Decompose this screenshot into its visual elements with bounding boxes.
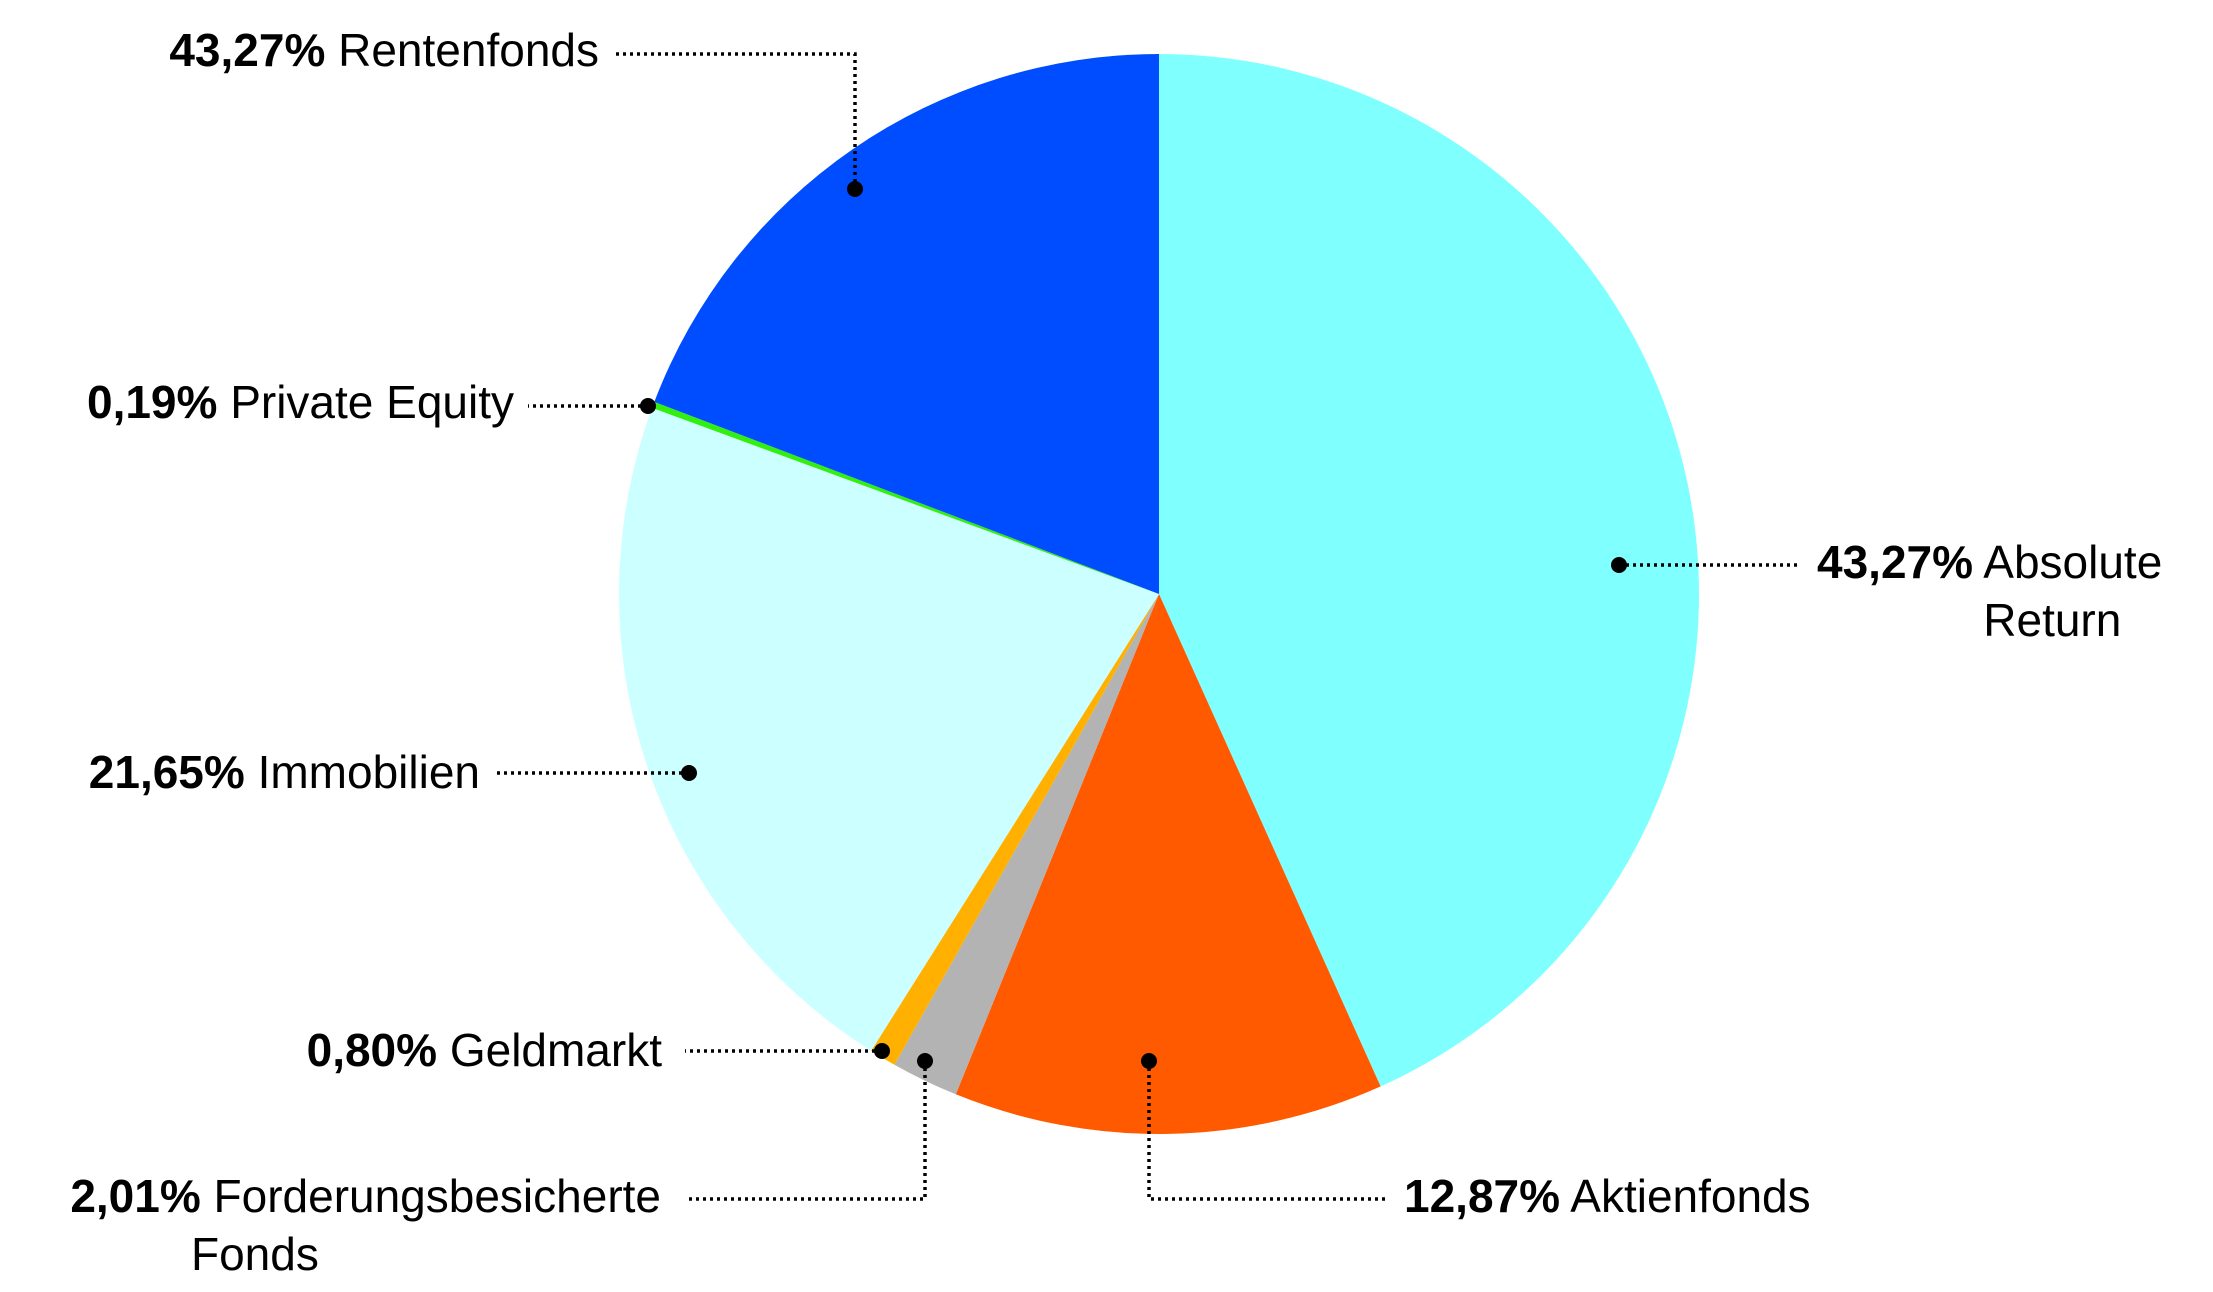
data-label: 0,19% Private Equity: [87, 376, 514, 428]
leader-dot: [1611, 557, 1627, 573]
pie-slice-rentenfonds: [654, 54, 1159, 594]
label-name-line2: Fonds: [191, 1228, 319, 1280]
label-name: Rentenfonds: [325, 24, 599, 76]
pie-slice-immobilien: [619, 407, 1159, 1051]
label-name: Forderungsbesicherte: [201, 1170, 661, 1222]
label-percent: 0,80%: [307, 1024, 437, 1076]
label-percent: 43,27%: [1817, 536, 1973, 588]
label-name-line2: Return: [1983, 594, 2121, 646]
label-aktienfonds: 12,87% Aktienfonds: [1141, 1053, 1811, 1222]
leader-dot: [874, 1043, 890, 1059]
label-rentenfonds: 43,27% Rentenfonds: [169, 24, 863, 197]
pie-slice-absolute-return: [1159, 54, 1699, 1087]
pie-slice-private-equity: [652, 401, 1159, 594]
label-geldmarkt: 0,80% Geldmarkt: [307, 1024, 890, 1076]
label-name: Private Equity: [217, 376, 514, 428]
label-forderungsbesicherte-fonds: 2,01% Forderungsbesicherte Fonds: [70, 1053, 933, 1280]
label-percent: 43,27%: [169, 24, 325, 76]
label-percent: 21,65%: [89, 746, 245, 798]
leader-dot: [640, 398, 656, 414]
label-name: Absolute: [1973, 536, 2162, 588]
label-percent: 2,01%: [70, 1170, 200, 1222]
leader-dot: [681, 765, 697, 781]
pie-slice-forderungsbesicherte-fonds: [894, 594, 1159, 1095]
label-percent: 12,87%: [1404, 1170, 1560, 1222]
pie-slice-aktienfonds: [955, 594, 1381, 1134]
label-name: Immobilien: [245, 746, 480, 798]
data-label: 43,27% Absolute: [1817, 536, 2162, 588]
data-label: 0,80% Geldmarkt: [307, 1024, 663, 1076]
data-label: 43,27% Rentenfonds: [169, 24, 599, 76]
label-name: Geldmarkt: [437, 1024, 662, 1076]
label-immobilien: 21,65% Immobilien: [89, 746, 697, 798]
leader-dot: [1141, 1053, 1157, 1069]
label-name: Aktienfonds: [1560, 1170, 1811, 1222]
label-absolute-return: 43,27% Absolute Return: [1611, 536, 2162, 646]
data-label: 12,87% Aktienfonds: [1404, 1170, 1811, 1222]
pie-labels: 43,27% Absolute Return 12,87% Aktienfonds 2…: [70, 24, 2162, 1280]
leader-line: [685, 1061, 927, 1201]
leader-line: [1147, 1061, 1387, 1201]
label-private-equity: 0,19% Private Equity: [87, 376, 656, 428]
label-percent: 0,19%: [87, 376, 217, 428]
pie-slices: [619, 54, 1699, 1134]
pie-slice-geldmarkt: [871, 594, 1159, 1065]
leader-line: [614, 52, 857, 189]
data-label: 21,65% Immobilien: [89, 746, 480, 798]
data-label: 2,01% Forderungsbesicherte: [70, 1170, 661, 1222]
leader-dot: [847, 181, 863, 197]
leader-dot: [917, 1053, 933, 1069]
